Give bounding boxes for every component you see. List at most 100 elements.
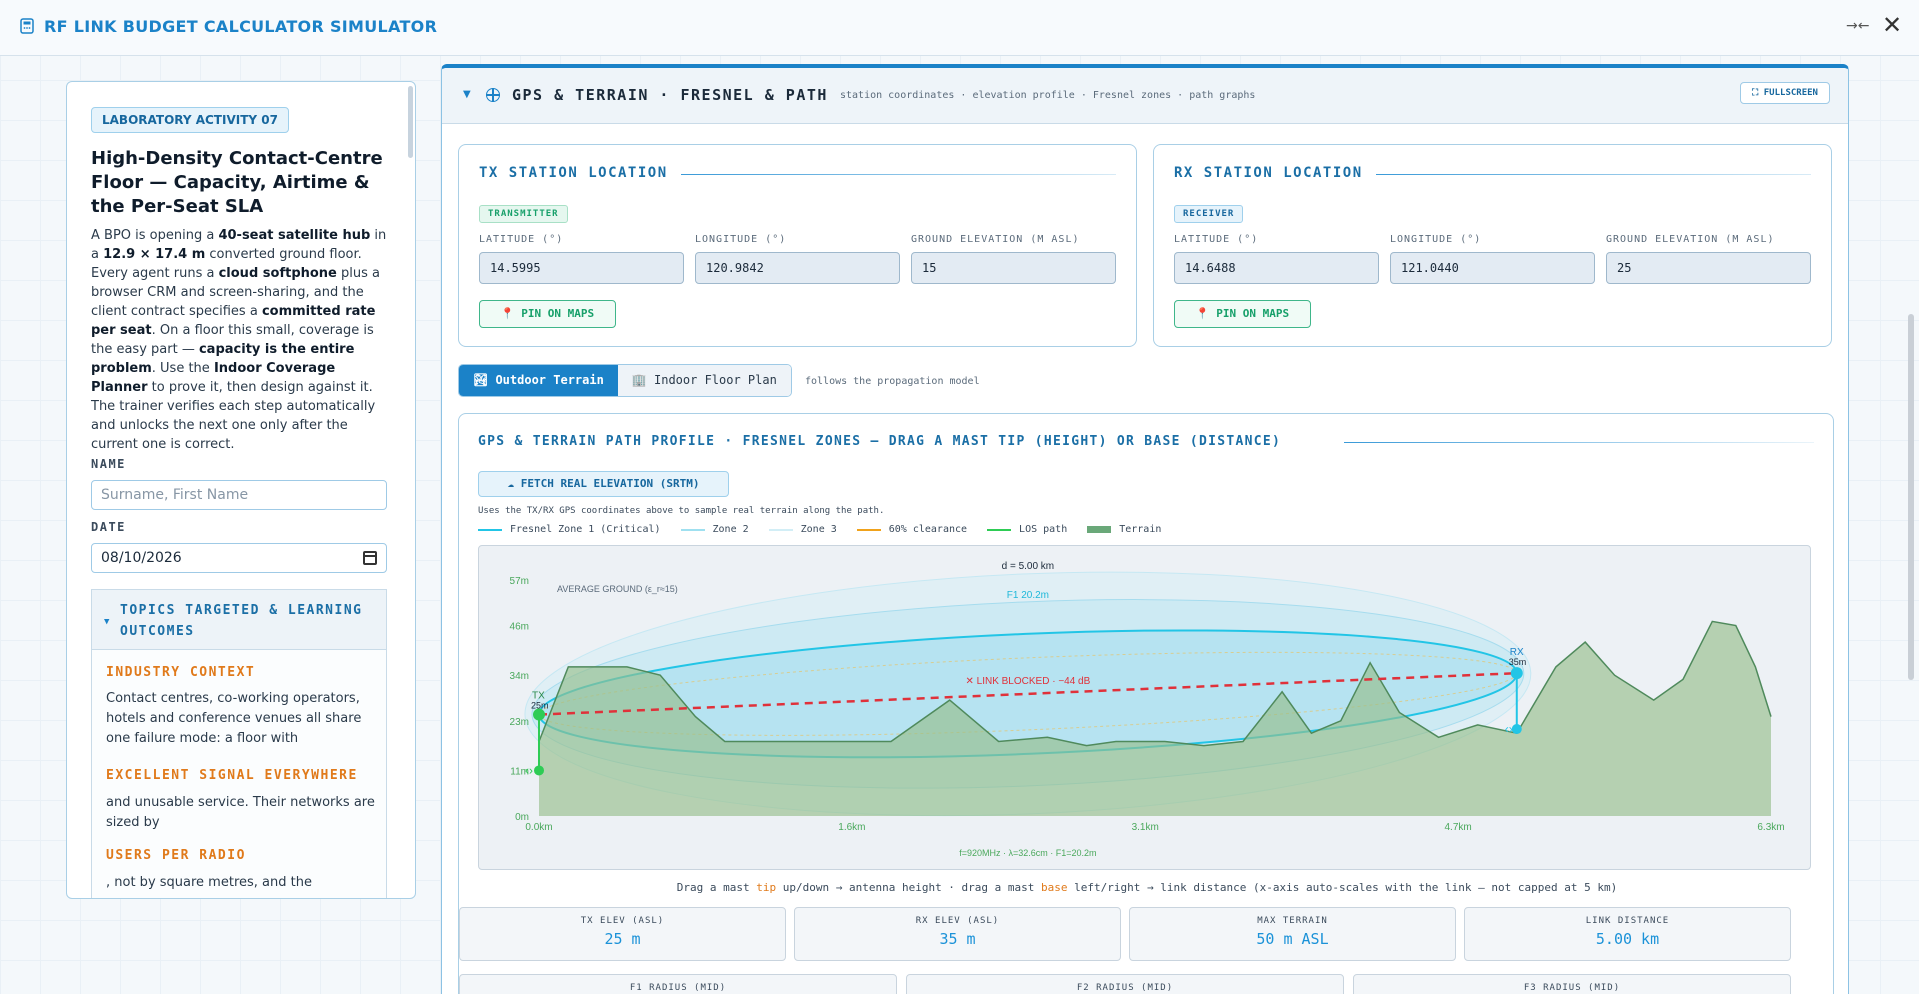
topics-toggle[interactable]: ▼ TOPICS TARGETED & LEARNING OUTCOMES [92, 590, 386, 650]
legend-item: Zone 3 [768, 524, 837, 535]
legend-item: Fresnel Zone 1 (Critical) [478, 524, 661, 535]
fullscreen-button[interactable]: ⛶ FULLSCREEN [1740, 82, 1830, 104]
y-tick-label: 23m [510, 717, 529, 728]
rx-pin-on-maps-button[interactable]: 📍 PIN ON MAPS [1174, 300, 1311, 328]
rx-latitude-input[interactable]: 14.6488 [1174, 252, 1379, 284]
average-ground-annotation: AVERAGE GROUND (ε_r≈15) [557, 584, 678, 594]
y-tick-label: 34m [510, 671, 529, 682]
lab-activity-badge: LABORATORY ACTIVITY 07 [91, 107, 289, 133]
fetch-elevation-button[interactable]: ☁ FETCH REAL ELEVATION (SRTM) [478, 471, 729, 497]
globe-icon [486, 88, 500, 102]
legend-swatch [1087, 526, 1112, 533]
legend-swatch [856, 528, 881, 531]
f1-radius-metric: F1 RADIUS (MID) [459, 974, 897, 994]
link-distance-metric: LINK DISTANCE 5.00 km [1464, 907, 1791, 961]
rx-latitude-label: LATITUDE (°) [1174, 234, 1259, 245]
rx-height-label: 35m [1509, 657, 1527, 667]
map-pin-icon: 📍 [500, 307, 515, 320]
x-tick-label: 0.0km [525, 822, 552, 833]
path-profile-card: GPS & TERRAIN PATH PROFILE · FRESNEL ZON… [458, 413, 1834, 994]
y-tick-label: 11m [510, 766, 529, 777]
topic-text: Contact centres, co-working operators, h… [106, 691, 362, 746]
close-icon[interactable]: ✕ [1882, 11, 1903, 39]
tx-latitude-label: LATITUDE (°) [479, 234, 564, 245]
legend-item: LOS path [987, 524, 1067, 535]
legend-swatch [987, 528, 1012, 531]
legend-item: Terrain [1087, 524, 1161, 535]
rx-mast-base [1511, 724, 1522, 735]
x-tick-label: 1.6km [838, 822, 865, 833]
panel-title: GPS & TERRAIN · FRESNEL & PATH [512, 86, 828, 104]
map-pin-icon: 📍 [1195, 307, 1210, 320]
rx-longitude-input[interactable]: 121.0440 [1390, 252, 1595, 284]
f2-radius-metric: F2 RADIUS (MID) [906, 974, 1344, 994]
panel-subtitle: station coordinates · elevation profile … [840, 90, 1256, 101]
divider [1344, 442, 1814, 443]
title-bar: RF LINK BUDGET CALCULATOR SIMULATOR →← ✕ [0, 0, 1919, 56]
tx-mast-base [534, 765, 544, 776]
rx-label: RX [1510, 647, 1524, 658]
date-input[interactable]: 08/10/2026 [91, 543, 387, 573]
profile-title: GPS & TERRAIN PATH PROFILE · FRESNEL ZON… [478, 434, 1282, 449]
receiver-tag: RECEIVER [1174, 205, 1244, 223]
tx-elevation-label: GROUND ELEVATION (M ASL) [911, 234, 1080, 245]
date-label: DATE [91, 520, 126, 534]
tx-label: TX [532, 691, 545, 702]
mode-note: follows the propagation model [805, 376, 980, 387]
legend-swatch [680, 528, 705, 531]
fetch-note: Uses the TX/RX GPS coordinates above to … [478, 506, 885, 516]
topic-heading: INDUSTRY CONTEXT [106, 665, 256, 680]
panel-header[interactable]: ▼ GPS & TERRAIN · FRESNEL & PATH station… [442, 68, 1848, 124]
lab-title: High-Density Contact-Centre Floor — Capa… [91, 148, 383, 217]
name-input[interactable]: Surname, First Name [91, 480, 387, 510]
terrain-profile-chart[interactable]: 0m 11m 23m 34m 46m 57m 0.0km 1.6km 3.1km 4.7km 6.3… [478, 545, 1811, 870]
topic-text: , not by square metres, and the [106, 875, 312, 890]
x-tick-label: 3.1km [1132, 822, 1159, 833]
chart-legend: Fresnel Zone 1 (Critical) Zone 2 Zone 3 … [478, 524, 1181, 535]
page-scrollbar[interactable] [1908, 314, 1914, 680]
frequency-footer: f=920MHz · λ=32.6cm · F1=20.2m [959, 848, 1096, 858]
rx-station-card: RX STATION LOCATION RECEIVER LATITUDE (°… [1153, 144, 1832, 347]
tab-outdoor-terrain[interactable]: 🏞 Outdoor Terrain [459, 365, 618, 396]
left-panel-scrollbar[interactable] [408, 86, 413, 158]
transmitter-tag: TRANSMITTER [479, 205, 568, 223]
tx-height-label: 25m [531, 701, 549, 711]
tx-longitude-input[interactable]: 120.9842 [695, 252, 900, 284]
rx-elevation-label: GROUND ELEVATION (M ASL) [1606, 234, 1775, 245]
f3-radius-metric: F3 RADIUS (MID) [1353, 974, 1791, 994]
legend-item: Zone 2 [680, 524, 749, 535]
legend-item: 60% clearance [856, 524, 967, 535]
tx-longitude-label: LONGITUDE (°) [695, 234, 787, 245]
terrain-line [538, 620, 1772, 747]
tx-station-title: TX STATION LOCATION [479, 165, 668, 181]
caret-down-icon[interactable]: ▼ [463, 89, 471, 100]
tx-latitude-input[interactable]: 14.5995 [479, 252, 684, 284]
tx-pin-on-maps-button[interactable]: 📍 PIN ON MAPS [479, 300, 616, 328]
topics-section: ▼ TOPICS TARGETED & LEARNING OUTCOMES IND… [91, 589, 387, 898]
divider [1376, 174, 1811, 175]
propagation-mode-tabs: 🏞 Outdoor Terrain 🏢 Indoor Floor Plan [458, 364, 792, 397]
y-tick-label: 57m [510, 576, 529, 587]
tx-elevation-input[interactable]: 15 [911, 252, 1116, 284]
drag-instructions: Drag a mast tip up/down → antenna height… [676, 881, 1618, 894]
rx-elev-metric: RX ELEV (ASL) 35 m [794, 907, 1121, 961]
x-tick-label: 4.7km [1444, 822, 1471, 833]
topic-heading: USERS PER RADIO [106, 848, 246, 863]
y-tick-label: 0m [515, 812, 529, 823]
los-path-line [538, 671, 1517, 716]
divider [681, 174, 1116, 175]
distance-annotation: d = 5.00 km [1002, 561, 1055, 572]
tab-indoor-floor-plan[interactable]: 🏢 Indoor Floor Plan [617, 365, 791, 396]
caret-down-icon: ▼ [104, 617, 111, 627]
collapse-arrows-icon[interactable]: →← [1846, 18, 1870, 34]
terrain-area [539, 621, 1771, 816]
topic-text: and unusable service. Their networks are… [106, 795, 375, 830]
terrain-chart-svg[interactable]: 0m 11m 23m 34m 46m 57m 0.0km 1.6km 3.1km 4.7km 6.3… [479, 546, 1811, 870]
max-terrain-metric: MAX TERRAIN 50 m ASL [1129, 907, 1456, 961]
tx-base-drag-icon: ‹› [525, 763, 533, 777]
gps-terrain-panel: ▼ GPS & TERRAIN · FRESNEL & PATH station… [441, 64, 1849, 994]
tx-station-card: TX STATION LOCATION TRANSMITTER LATITUDE… [458, 144, 1137, 347]
calendar-icon[interactable] [363, 551, 377, 565]
x-tick-label: 6.3km [1757, 822, 1784, 833]
rx-elevation-input[interactable]: 25 [1606, 252, 1811, 284]
